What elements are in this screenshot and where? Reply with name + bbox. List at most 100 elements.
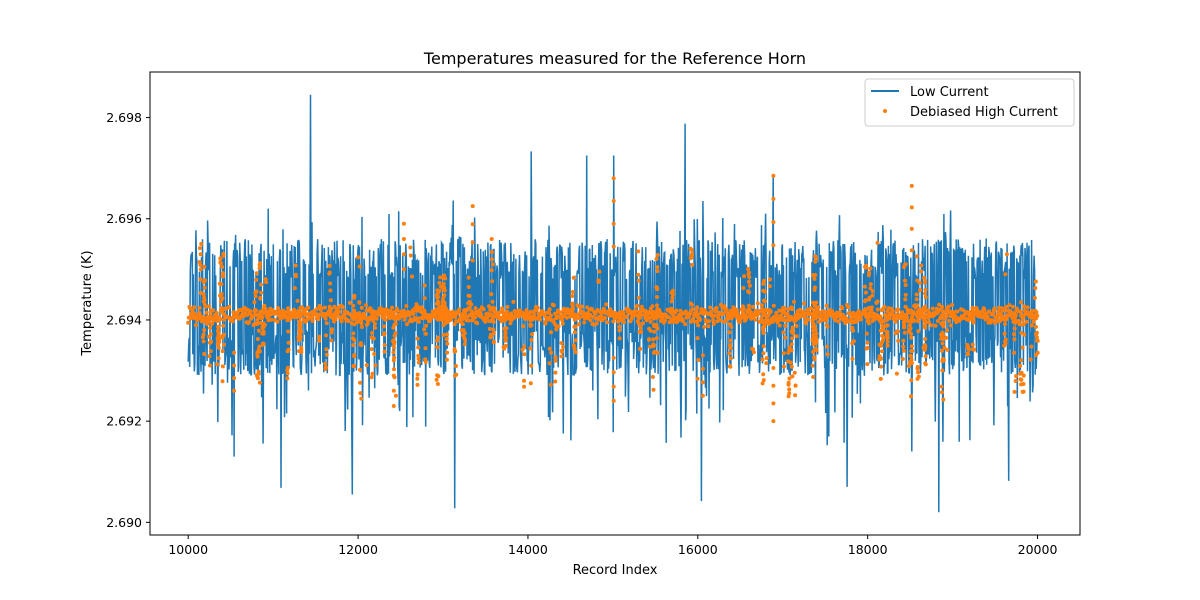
high-current-point [866, 273, 871, 278]
high-current-point [901, 338, 906, 343]
high-current-point [490, 262, 495, 267]
high-current-point [452, 347, 457, 352]
high-current-point [382, 343, 387, 348]
high-current-point [1003, 339, 1008, 344]
high-current-point [1016, 318, 1021, 323]
high-current-outlier [909, 183, 914, 188]
high-current-point [523, 317, 528, 322]
high-current-point [787, 387, 792, 392]
high-current-point [790, 336, 795, 341]
high-current-point [916, 329, 921, 334]
high-current-point [275, 319, 280, 324]
high-current-point [466, 306, 471, 311]
high-current-point [324, 333, 328, 338]
high-current-point [435, 316, 440, 321]
high-current-point [198, 252, 203, 257]
high-current-point [369, 347, 374, 352]
high-current-point [945, 347, 950, 352]
high-current-point [186, 320, 191, 325]
high-current-point [808, 306, 813, 311]
high-current-point [909, 394, 913, 399]
high-current-point [846, 305, 851, 310]
high-current-point [946, 304, 951, 309]
high-current-point [728, 356, 733, 361]
high-current-point [690, 262, 695, 267]
high-current-point [793, 383, 798, 388]
high-current-point [921, 313, 926, 318]
high-current-point [473, 306, 478, 311]
high-current-point [837, 310, 842, 315]
high-current-point [939, 348, 944, 353]
high-current-point [222, 342, 226, 347]
high-current-point [411, 311, 416, 316]
high-current-point [499, 319, 504, 324]
high-current-point [850, 326, 855, 331]
high-current-point [293, 272, 298, 277]
high-current-point [695, 376, 700, 381]
high-current-point [836, 319, 841, 324]
high-current-point [814, 310, 819, 315]
high-current-point [591, 322, 596, 327]
high-current-point [230, 315, 235, 320]
high-current-point [489, 268, 494, 273]
high-current-point [1034, 310, 1039, 315]
high-current-point [560, 350, 565, 354]
high-current-point [1013, 319, 1017, 324]
high-current-point [694, 319, 699, 324]
high-current-point [787, 391, 792, 396]
high-current-point [359, 325, 364, 329]
high-current-point [382, 349, 387, 354]
high-current-point [265, 310, 269, 315]
high-current-point [903, 283, 908, 287]
high-current-point [298, 335, 303, 340]
high-current-point [369, 317, 374, 321]
high-current-point [885, 339, 890, 344]
high-current-point [683, 322, 688, 327]
high-current-point [329, 338, 334, 343]
high-current-point [786, 307, 791, 312]
high-current-point [922, 291, 927, 296]
high-current-point [441, 282, 446, 286]
high-current-point [933, 323, 938, 328]
high-current-point [878, 376, 883, 381]
high-current-point [798, 307, 802, 312]
chart-title: Temperatures measured for the Reference … [423, 49, 806, 68]
high-current-point [864, 331, 869, 336]
high-current-point [370, 371, 375, 376]
high-current-point [323, 361, 328, 366]
high-current-point [802, 301, 807, 306]
high-current-point [792, 370, 797, 375]
high-current-point [923, 304, 928, 309]
high-current-point [759, 316, 764, 321]
high-current-point [317, 334, 322, 339]
high-current-point [208, 325, 213, 330]
high-current-point [747, 275, 752, 280]
high-current-point [868, 282, 873, 287]
high-current-point [906, 364, 911, 368]
high-current-point [885, 329, 890, 334]
high-current-point [489, 335, 494, 340]
high-current-point [359, 396, 364, 401]
high-current-point [939, 336, 944, 341]
high-current-point [547, 346, 552, 351]
high-current-point [466, 285, 471, 289]
high-current-point [207, 354, 212, 359]
high-current-point [413, 305, 418, 310]
high-current-point [329, 313, 334, 317]
high-current-point [751, 304, 755, 309]
high-current-point [298, 313, 303, 318]
high-current-point [751, 347, 755, 352]
high-current-point [1019, 300, 1024, 305]
high-current-point [909, 335, 914, 340]
high-current-point [201, 280, 206, 284]
high-current-point [383, 317, 388, 322]
high-current-point [718, 318, 723, 323]
high-current-point [230, 319, 235, 324]
high-current-point [259, 290, 264, 295]
high-current-point [571, 312, 576, 316]
high-current-point [208, 317, 213, 322]
high-current-point [951, 310, 956, 314]
high-current-point [442, 310, 447, 315]
high-current-point [755, 301, 760, 306]
high-current-point [875, 307, 880, 312]
